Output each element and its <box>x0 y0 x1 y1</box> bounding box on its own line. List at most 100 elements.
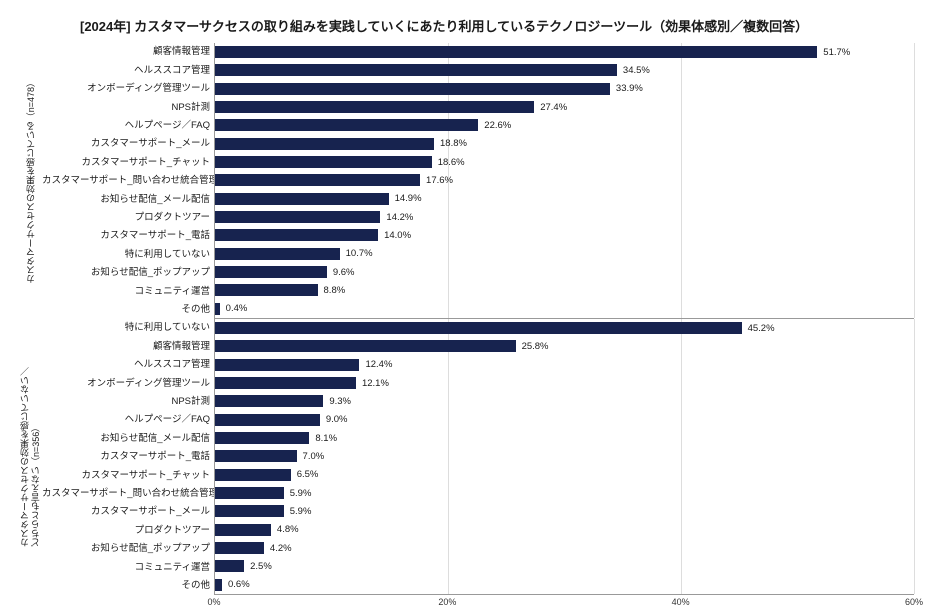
bar-value-label: 5.9% <box>290 506 312 517</box>
category-label: 特に利用していない <box>42 250 210 260</box>
panel-top: カスタマーサクセスの効果を感じている（n=478） 顧客情報管理ヘルススコア管理… <box>20 43 914 319</box>
category-label: プロダクトツアー <box>42 526 210 536</box>
bar-value-label: 2.5% <box>250 561 272 572</box>
bar-value-label: 5.9% <box>290 488 312 499</box>
bar <box>215 229 378 241</box>
chart-title: [2024年] カスタマーサクセスの取り組みを実践していくにあたり利用しているテ… <box>20 16 914 35</box>
bar <box>215 340 516 352</box>
bar-value-label: 14.9% <box>395 193 422 204</box>
bar-row: 17.6% <box>215 173 914 187</box>
bar-value-label: 12.4% <box>365 359 392 370</box>
bar-value-label: 9.6% <box>333 267 355 278</box>
category-label: オンボーディング管理ツール <box>42 379 210 389</box>
bar-row: 18.8% <box>215 137 914 151</box>
bar <box>215 138 434 150</box>
category-label: お知らせ配信_メール配信 <box>42 195 210 205</box>
bar <box>215 395 323 407</box>
bar-value-label: 4.2% <box>270 543 292 554</box>
bar <box>215 83 610 95</box>
bar-value-label: 10.7% <box>346 248 373 259</box>
category-label: コミュニティ運営 <box>42 563 210 573</box>
bar-value-label: 14.2% <box>386 212 413 223</box>
bar <box>215 505 284 517</box>
bar <box>215 524 271 536</box>
bar <box>215 156 432 168</box>
bar <box>215 284 318 296</box>
category-label: ヘルススコア管理 <box>42 66 210 76</box>
group-label-top: カスタマーサクセスの効果を感じている（n=478） <box>26 78 37 283</box>
bar <box>215 469 291 481</box>
bar-row: 33.9% <box>215 82 914 96</box>
bar <box>215 560 244 572</box>
category-label: カスタマーサポート_メール <box>42 139 210 149</box>
plot-top: 51.7%34.5%33.9%27.4%22.6%18.8%18.6%17.6%… <box>214 43 914 319</box>
bar <box>215 414 320 426</box>
bar-row: 14.2% <box>215 210 914 224</box>
category-label: 特に利用していない <box>42 323 210 333</box>
bar-value-label: 17.6% <box>426 175 453 186</box>
bar <box>215 432 309 444</box>
bar-row: 0.4% <box>215 302 914 316</box>
category-label: ヘルプページ／FAQ <box>42 415 210 425</box>
bar-value-label: 4.8% <box>277 524 299 535</box>
bar-row: 4.8% <box>215 523 914 537</box>
bar-row: 12.4% <box>215 358 914 372</box>
bar-row: 5.9% <box>215 486 914 500</box>
bar <box>215 359 359 371</box>
bar-value-label: 8.1% <box>315 433 337 444</box>
ylabels-bottom: 特に利用していない顧客情報管理ヘルススコア管理オンボーディング管理ツールNPS計… <box>42 319 214 595</box>
category-label: ヘルススコア管理 <box>42 360 210 370</box>
bar <box>215 211 380 223</box>
xtick-label: 40% <box>672 597 690 607</box>
bar-value-label: 51.7% <box>823 47 850 58</box>
bar-row: 9.3% <box>215 394 914 408</box>
bar-value-label: 12.1% <box>362 378 389 389</box>
bar-row: 45.2% <box>215 321 914 335</box>
plot-bottom: 45.2%25.8%12.4%12.1%9.3%9.0%8.1%7.0%6.5%… <box>214 319 914 595</box>
category-label: カスタマーサポート_問い合わせ統合管理 <box>42 176 210 186</box>
category-label: コミュニティ運営 <box>42 287 210 297</box>
bar <box>215 542 264 554</box>
category-label: カスタマーサポート_チャット <box>42 471 210 481</box>
category-label: お知らせ配信_ポップアップ <box>42 268 210 278</box>
bar-value-label: 9.0% <box>326 414 348 425</box>
bar-row: 27.4% <box>215 100 914 114</box>
bar-value-label: 9.3% <box>329 396 351 407</box>
bar <box>215 64 617 76</box>
bar-row: 18.6% <box>215 155 914 169</box>
bar-row: 6.5% <box>215 468 914 482</box>
gridline <box>914 43 915 318</box>
bar-row: 10.7% <box>215 247 914 261</box>
bar-value-label: 33.9% <box>616 83 643 94</box>
category-label: ヘルプページ／FAQ <box>42 121 210 131</box>
bar-row: 12.1% <box>215 376 914 390</box>
bar-row: 51.7% <box>215 45 914 59</box>
x-axis: 0%20%40%60% <box>214 597 914 611</box>
xtick-label: 20% <box>438 597 456 607</box>
bar-row: 14.9% <box>215 192 914 206</box>
gridline <box>914 319 915 594</box>
group-label-wrap-bottom: カスタマーサクセスの効果を感じていない／ どちらとも言えない（n=356） <box>20 319 42 595</box>
category-label: カスタマーサポート_問い合わせ統合管理 <box>42 489 210 499</box>
bar <box>215 579 222 591</box>
bar <box>215 46 817 58</box>
category-label: プロダクトツアー <box>42 213 210 223</box>
bar-value-label: 14.0% <box>384 230 411 241</box>
bar <box>215 266 327 278</box>
category-label: カスタマーサポート_メール <box>42 507 210 517</box>
bar-row: 0.6% <box>215 578 914 592</box>
group-label-wrap-top: カスタマーサクセスの効果を感じている（n=478） <box>20 43 42 319</box>
bar-row: 4.2% <box>215 541 914 555</box>
bar-value-label: 6.5% <box>297 469 319 480</box>
category-label: オンボーディング管理ツール <box>42 84 210 94</box>
category-label: NPS計測 <box>42 103 210 113</box>
group-label-bottom: カスタマーサクセスの効果を感じていない／ どちらとも言えない（n=356） <box>20 367 42 547</box>
bar-row: 9.0% <box>215 413 914 427</box>
category-label: お知らせ配信_メール配信 <box>42 434 210 444</box>
bar-value-label: 18.8% <box>440 138 467 149</box>
bar <box>215 322 742 334</box>
xtick-label: 0% <box>207 597 220 607</box>
category-label: 顧客情報管理 <box>42 342 210 352</box>
bar-row: 25.8% <box>215 339 914 353</box>
bar <box>215 248 340 260</box>
